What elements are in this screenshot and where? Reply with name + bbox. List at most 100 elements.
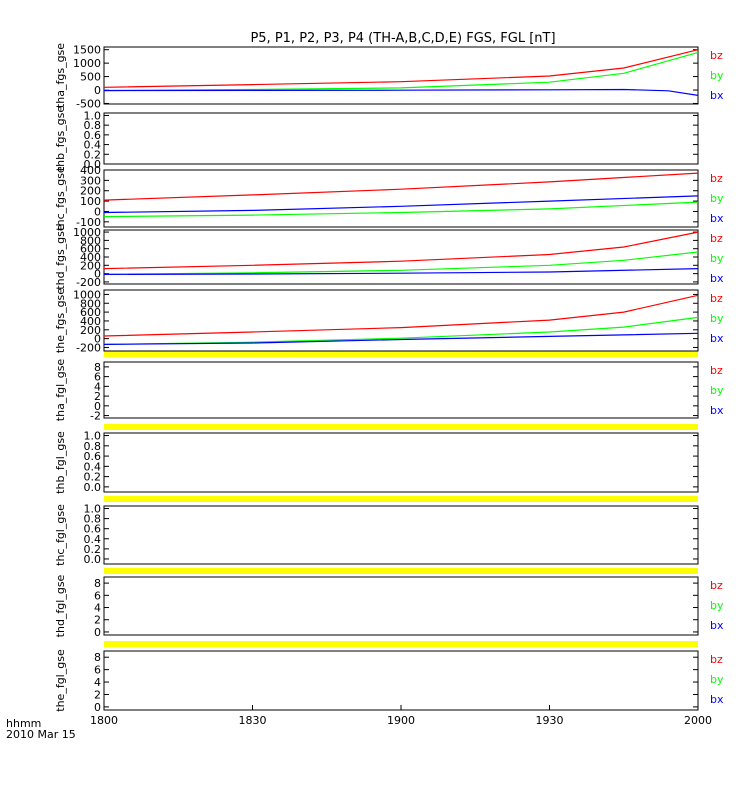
y-tick-label: 200 [80, 185, 101, 198]
y-tick-label: 0.2 [84, 543, 102, 556]
y-tick-label: 0.4 [84, 460, 102, 473]
y-tick-label: 4 [94, 380, 101, 393]
legend-by: by [710, 69, 724, 82]
x-tick-label: 1900 [387, 714, 415, 727]
series-line-by [103, 251, 699, 275]
y-tick-label: 600 [80, 306, 101, 319]
series-line-bx [103, 332, 699, 345]
y-tick-label: 0.6 [84, 450, 102, 463]
legend-bz: bz [710, 172, 723, 185]
y-tick-label: 8 [94, 651, 101, 664]
y-axis-label: the_fgl_gse [54, 649, 67, 712]
y-tick-label: 1.0 [84, 109, 102, 122]
y-tick-label: 0 [94, 626, 101, 639]
legend-by: by [710, 599, 724, 612]
y-tick-label: 0.4 [84, 533, 102, 546]
panel-frame [103, 46, 699, 105]
panel-frame [103, 432, 699, 493]
y-axis-label: thb_fgl_gse [54, 431, 67, 494]
panel-frame [103, 505, 699, 565]
y-tick-label: 0 [94, 205, 101, 218]
x-axis: 1800 1830 1900 1930 2000 [90, 705, 712, 727]
panel-frame [103, 112, 699, 165]
panel-frame [103, 169, 699, 228]
separator-bar [104, 568, 698, 574]
series-line-by [103, 201, 699, 218]
y-tick-label: 500 [80, 71, 101, 84]
y-tick-label: 1000 [73, 226, 101, 239]
y-tick-label: 1.0 [84, 503, 102, 516]
y-tick-label: 1000 [73, 57, 101, 70]
y-axis-label: thc_fgl_gse [54, 504, 67, 566]
y-axis-label: thd_fgl_gse [54, 574, 67, 637]
legend-by: by [710, 312, 724, 325]
y-tick-label: 2 [94, 390, 101, 403]
y-tick-label: 0 [94, 333, 101, 346]
y-tick-label: -200 [76, 341, 101, 354]
y-tick-label: 0.8 [84, 119, 102, 132]
y-tick-label: 0.0 [84, 481, 102, 494]
y-tick-label: 0.8 [84, 513, 102, 526]
panel-thb_fgl_gse: 1.00.80.60.40.20.0 thb_fgl_gse [54, 430, 699, 494]
legend-bz: bz [710, 292, 723, 305]
panel-thc_fgl_gse: 1.00.80.60.40.20.0 thc_fgl_gse [54, 503, 699, 566]
x-axis-label-hhmm: hhmm [6, 717, 41, 730]
y-tick-label: 0.2 [84, 471, 102, 484]
y-tick-label: 0 [94, 701, 101, 714]
panel-thb_fgs_gse: 1.00.80.60.40.20.0 thb_fgs_gse [54, 106, 699, 171]
panel-frame [103, 361, 699, 419]
legend-bz: bz [710, 364, 723, 377]
legend-bx: bx [710, 693, 724, 706]
y-axis-label: tha_fgs_gse [54, 43, 67, 108]
y-tick-label: 0 [94, 268, 101, 281]
y-tick-label: 0.0 [84, 158, 102, 171]
legend-by: by [710, 673, 724, 686]
y-axis-label: the_fgs_gse [54, 288, 67, 353]
y-tick-label: 400 [80, 251, 101, 264]
y-tick-label: -500 [76, 97, 101, 110]
y-tick-label: 4 [94, 676, 101, 689]
y-tick-label: 1500 [73, 44, 101, 57]
legend-bz: bz [710, 49, 723, 62]
x-tick-label: 1830 [239, 714, 267, 727]
x-tick-label: 2000 [684, 714, 712, 727]
y-tick-label: 0.4 [84, 139, 102, 152]
legend-bx: bx [710, 272, 724, 285]
legend-bx: bx [710, 332, 724, 345]
separator-bar [104, 641, 698, 647]
series-line-bz [103, 49, 699, 88]
y-tick-label: -100 [76, 216, 101, 229]
series-line-bz [103, 231, 699, 270]
y-tick-label: 400 [80, 164, 101, 177]
series-line-bz [103, 172, 699, 201]
legend-by: by [710, 252, 724, 265]
y-tick-label: 0 [94, 84, 101, 97]
legend-bx: bx [710, 212, 724, 225]
panel-frame [103, 650, 699, 711]
y-tick-label: 100 [80, 195, 101, 208]
y-tick-label: 0.6 [84, 129, 102, 142]
series-line-bz [103, 294, 699, 337]
series-line-by [103, 316, 699, 345]
legend-bz: bz [710, 232, 723, 245]
x-tick-label: 1930 [536, 714, 564, 727]
x-tick-label: 1800 [90, 714, 118, 727]
series-line-by [103, 51, 699, 91]
y-tick-label: -200 [76, 276, 101, 289]
y-tick-label: 0 [94, 400, 101, 413]
y-tick-label: 800 [80, 234, 101, 247]
y-tick-label: 6 [94, 664, 101, 677]
y-axis-label: thd_fgs_gse [54, 224, 67, 290]
legend-by: by [710, 384, 724, 397]
y-tick-label: 800 [80, 297, 101, 310]
series-line-bx [103, 195, 699, 214]
